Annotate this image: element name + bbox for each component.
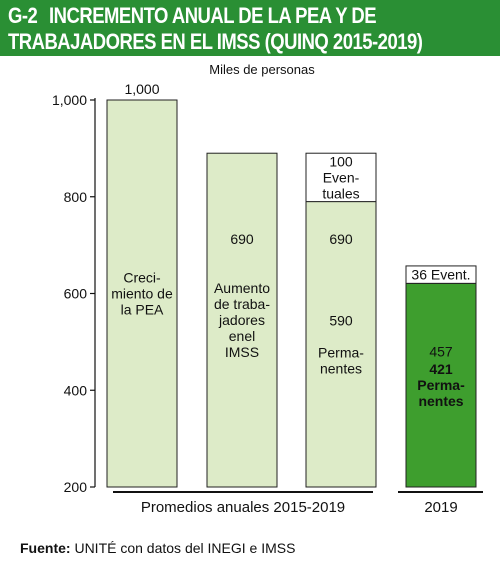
bar-total-label: 690 (329, 231, 353, 247)
bar-segment-label: tuales (322, 185, 359, 201)
bar-segment-label: Perma- (318, 344, 364, 360)
bar-segment (405, 282, 477, 488)
title-line-2: TRABAJADORES EN EL IMSS (QUINQ 2015-2019… (8, 29, 423, 54)
bar-segment-label: jadores (218, 312, 265, 328)
bar-segment-label: 590 (329, 312, 353, 328)
y-tick-label: 200 (64, 479, 88, 495)
title-text-1: INCREMENTO ANUAL DE LA PEA Y DE (49, 3, 377, 28)
bar-segment-label: Creci- (123, 270, 161, 286)
bar-segment-label: la PEA (121, 302, 164, 318)
bar-chart: Miles de personas 200 400 600 800 1,000 Creci-… (52, 62, 483, 516)
chart-code: G-2 (8, 3, 38, 28)
title-line-1: G-2 INCREMENTO ANUAL DE LA PEA Y DE (8, 3, 377, 29)
chart-header: G-2 INCREMENTO ANUAL DE LA PEA Y DE TRABA… (0, 0, 500, 56)
bar-segment-label: nentes (418, 393, 463, 409)
source-label: Fuente: (20, 540, 71, 556)
bar-segment (305, 201, 377, 488)
source-note: Fuente: UNITÉ con datos del INEGI e IMSS (20, 540, 295, 556)
bar-segment-label: miento de (111, 286, 173, 302)
bar-segment-label: Perma- (417, 377, 465, 393)
source-text: UNITÉ con datos del INEGI e IMSS (74, 540, 296, 556)
bar-total-label: 1,000 (124, 81, 159, 97)
bar-total-label: 457 (429, 344, 453, 360)
bar-segment-label: Aumento (214, 280, 270, 296)
y-tick-label: 800 (64, 189, 88, 205)
bar-segment (206, 152, 278, 488)
y-tick-label: 600 (64, 286, 88, 302)
bar-segment-label: 100 (329, 153, 353, 169)
bar-segment-label: 421 (429, 361, 453, 377)
bar-segment-label: enel (229, 328, 255, 344)
bar-segment-label: IMSS (225, 344, 259, 360)
bar-segment (106, 99, 178, 488)
bar-segment-label: 36 Event. (411, 267, 470, 283)
bar-segment-label: Even- (323, 169, 360, 185)
bar-segment-label: de traba- (214, 296, 270, 312)
bar-total-label: 690 (230, 231, 254, 247)
bar-segment-label: nentes (320, 360, 362, 376)
bar-segment (405, 265, 477, 284)
group-label: Promedios anuales 2015-2019 (141, 499, 345, 516)
chart-subtitle: Miles de personas (209, 62, 315, 77)
y-tick-label: 400 (64, 382, 88, 398)
y-tick-label: 1,000 (52, 92, 87, 108)
bar-segment (305, 152, 377, 203)
group-label: 2019 (424, 499, 457, 516)
